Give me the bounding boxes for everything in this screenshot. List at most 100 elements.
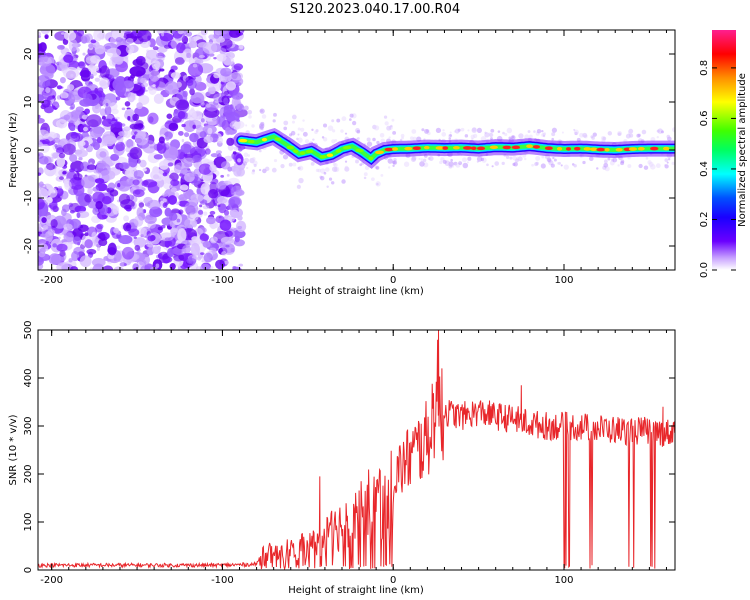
snr-ytick-label: 100 — [23, 512, 34, 531]
halo-blob — [259, 108, 265, 114]
halo-blob — [283, 120, 289, 126]
noise-blob — [105, 102, 109, 107]
halo-blob — [383, 115, 388, 119]
snr-ytick-label: 400 — [23, 368, 34, 387]
noise-blob — [147, 235, 156, 242]
noise-blob — [140, 77, 147, 84]
halo-blob — [340, 129, 344, 133]
noise-blob — [38, 181, 44, 188]
snr-xtick-label: -200 — [40, 575, 63, 586]
ridge-peak — [274, 137, 282, 142]
noise-blob — [92, 141, 100, 151]
noise-blob — [41, 217, 47, 223]
noise-blob — [38, 129, 50, 140]
noise-blob — [188, 119, 202, 130]
noise-blob — [207, 127, 213, 135]
halo-blob — [297, 137, 303, 143]
snr-ytick-label: 0 — [23, 567, 34, 573]
noise-blob — [81, 241, 85, 246]
halo-blob — [271, 167, 277, 173]
halo-blob — [391, 118, 395, 122]
halo-blob — [312, 138, 315, 141]
noise-blob — [200, 183, 210, 195]
halo-blob — [671, 161, 675, 166]
noise-blob — [225, 103, 230, 108]
halo-blob — [331, 166, 338, 172]
noise-blob — [112, 78, 125, 91]
halo-blob — [524, 134, 530, 140]
noise-blob — [130, 130, 137, 137]
colorbar-ticks: 0.0 0.2 0.4 0.6 0.8 — [699, 60, 736, 278]
noise-blob — [237, 225, 243, 230]
halo-blob — [535, 161, 539, 166]
halo-blob — [462, 162, 469, 169]
noise-blob — [55, 104, 60, 109]
halo-blob — [357, 137, 360, 140]
noise-blob — [168, 212, 178, 221]
ridge-peak — [442, 146, 449, 150]
halo-blob — [314, 130, 318, 135]
noise-blob — [80, 161, 90, 172]
noise-blob — [177, 110, 186, 119]
noise-blob — [68, 258, 73, 263]
halo-blob — [573, 128, 576, 131]
spectrogram-ytick-label: -20 — [23, 238, 34, 254]
halo-blob — [480, 157, 485, 162]
halo-blob — [625, 133, 631, 139]
noise-blob — [231, 95, 241, 110]
halo-blob — [488, 132, 492, 136]
noise-blob — [203, 211, 208, 216]
noise-blob — [75, 190, 85, 203]
noise-blob — [58, 176, 64, 181]
noise-blob — [92, 191, 105, 204]
halo-blob — [596, 167, 599, 170]
noise-blob — [190, 242, 201, 256]
noise-blob — [202, 241, 211, 248]
halo-blob — [518, 133, 524, 139]
noise-blob — [198, 54, 205, 59]
halo-blob — [543, 132, 547, 136]
noise-blob — [109, 102, 118, 111]
noise-blob — [138, 94, 150, 106]
noise-blob — [189, 213, 194, 219]
noise-blob — [212, 117, 217, 122]
noise-blob — [38, 256, 45, 266]
ridge-peak — [511, 145, 521, 150]
halo-blob — [603, 162, 609, 168]
snr-xtick-label: 100 — [554, 575, 573, 586]
halo-blob — [428, 156, 434, 161]
noise-blob — [191, 236, 199, 242]
halo-blob — [366, 141, 373, 147]
noise-blob — [188, 36, 194, 43]
noise-blob — [175, 256, 179, 260]
noise-blob — [175, 99, 190, 111]
halo-blob — [258, 149, 262, 153]
noise-blob — [156, 46, 168, 53]
noise-blob — [207, 86, 216, 95]
halo-blob — [588, 156, 594, 162]
halo-blob — [242, 161, 247, 166]
noise-blob — [217, 137, 224, 144]
halo-blob — [664, 164, 667, 167]
noise-blob — [38, 223, 42, 228]
noise-blob — [149, 69, 161, 82]
noise-blob — [224, 260, 229, 265]
noise-blob — [192, 154, 203, 163]
noise-blob — [57, 185, 63, 189]
noise-blob — [127, 49, 133, 55]
noise-blob — [38, 117, 45, 124]
noise-blob — [209, 210, 216, 215]
noise-blob — [59, 76, 66, 84]
noise-blob — [38, 172, 42, 176]
ridge-peak — [292, 149, 299, 154]
ridge-peak — [573, 146, 581, 151]
noise-blob — [106, 47, 121, 58]
halo-blob — [386, 125, 392, 131]
noise-blob — [226, 137, 235, 146]
halo-blob — [506, 127, 513, 134]
noise-blob — [73, 30, 78, 33]
noise-blob — [43, 105, 54, 114]
noise-blob — [69, 154, 78, 163]
